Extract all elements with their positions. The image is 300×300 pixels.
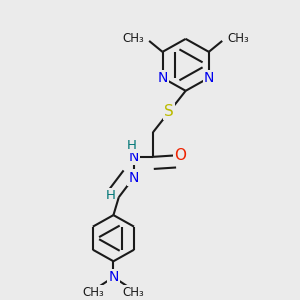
Text: CH₃: CH₃ (227, 32, 249, 45)
Text: N: N (204, 71, 214, 85)
Text: H: H (106, 189, 116, 202)
Text: N: N (157, 71, 168, 85)
Text: N: N (128, 171, 139, 184)
Text: N: N (108, 270, 118, 284)
Text: S: S (164, 104, 174, 119)
Text: CH₃: CH₃ (122, 32, 144, 45)
Text: N: N (128, 150, 139, 164)
Text: H: H (127, 140, 137, 152)
Text: O: O (175, 148, 187, 163)
Text: CH₃: CH₃ (122, 286, 144, 299)
Text: CH₃: CH₃ (83, 286, 104, 299)
